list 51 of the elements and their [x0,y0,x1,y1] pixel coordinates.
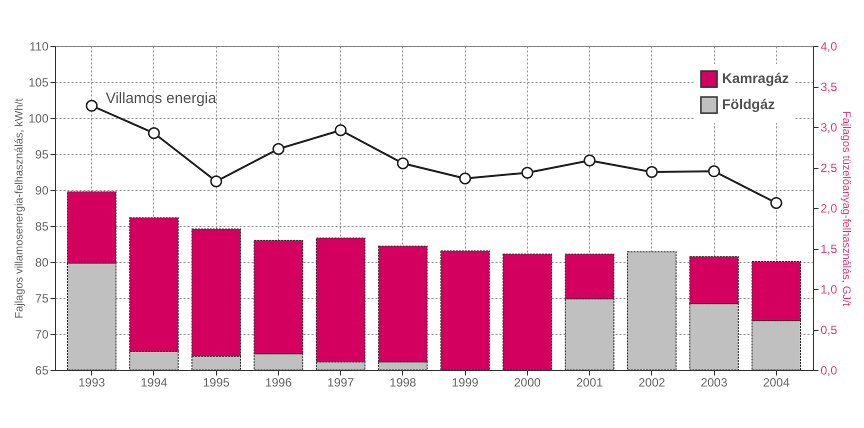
y-tick-label: 90 [35,184,49,198]
point [770,196,782,209]
y-tick-label: 75 [35,292,49,306]
x-tick-label: 1998 [390,376,417,390]
x-tick-label: 1999 [452,376,479,390]
y-axis-title: Fajlagos villamosenergia-felhasználás, kWh/t [13,98,26,319]
bar [440,250,490,370]
y2-tick-label: 1,0 [820,282,838,296]
x-tick-label: 2002 [638,376,666,390]
x-tick-label: 2004 [762,376,790,390]
y2-tick-label: 3,0 [820,120,838,134]
x-tick-label: 1993 [78,376,106,390]
y2-axis-title: Fajlagos tüzelőanyag-felhasználás, GJ/t [840,110,852,306]
point [584,154,596,166]
x-tick-label: 1994 [140,376,168,390]
point [272,142,284,155]
x-tick-label: 1997 [327,376,354,390]
y2-tick-label: 0,5 [820,323,838,337]
y-tick-label: 65 [35,364,49,378]
y-tick-label: 110 [29,40,49,54]
point [521,166,534,179]
y-tick-label: 70 [35,328,49,342]
x-tick-label: 1995 [202,376,230,390]
point [334,124,347,136]
y-tick-label: 100 [28,112,49,126]
point [646,166,658,178]
y2-tick-label: 0,0 [820,364,838,378]
x-tick-label: 2000 [514,376,542,390]
series-label: Villamos energia [106,90,217,107]
point [708,165,720,178]
bar [627,251,677,370]
point [210,175,222,188]
point [459,172,472,184]
point [86,100,98,112]
y-tick-label: 95 [35,148,49,162]
y2-tick-label: 3,5 [820,80,838,94]
point [148,127,160,140]
x-tick-label: 2001 [576,376,604,390]
y-tick-label: 85 [35,220,49,234]
y2-tick-label: 1,5 [820,242,838,256]
legend-label: Földgáz [722,96,775,112]
point [396,157,409,170]
x-tick-label: 2003 [700,376,728,390]
legend-label: Kamragáz [722,70,789,86]
x-tick-label: 1996 [265,376,292,390]
y-tick-label: 105 [28,76,49,90]
y2-tick-label: 4,0 [820,40,838,54]
y-tick-label: 80 [35,256,49,270]
y2-tick-label: 2,5 [820,161,838,175]
y2-tick-label: 2,0 [820,202,838,216]
bar [502,254,552,370]
